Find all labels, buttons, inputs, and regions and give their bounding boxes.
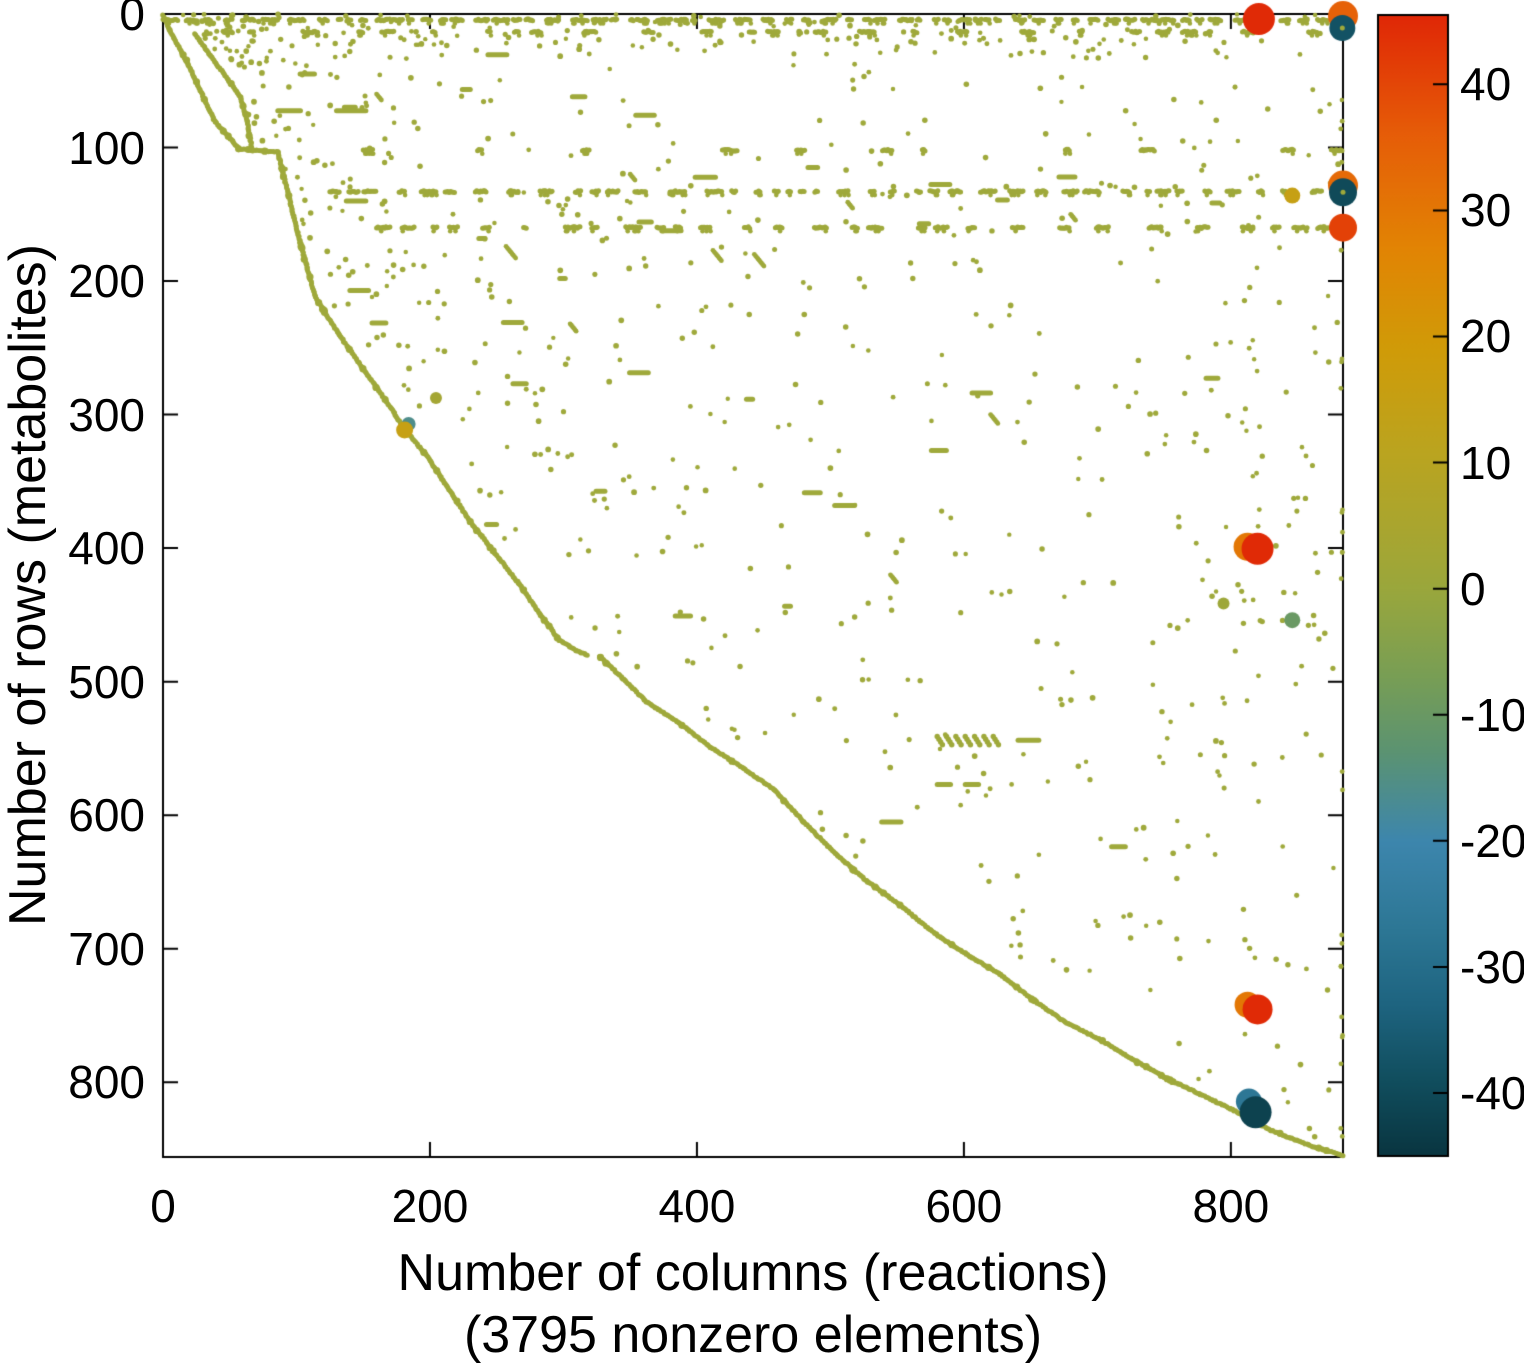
y-tick-label: 0 — [119, 0, 145, 40]
y-tick-label: 400 — [68, 522, 145, 575]
colorbar-tick-label: 0 — [1460, 562, 1486, 615]
colorbar-tick-label: 40 — [1460, 58, 1512, 111]
colorbar-tick-label: 20 — [1460, 310, 1512, 363]
y-tick-label: 600 — [68, 789, 145, 842]
x-tick-label: 800 — [1192, 1180, 1270, 1232]
y-tick-label: 300 — [68, 388, 145, 441]
y-axis-title: Number of rows (metabolites) — [0, 244, 57, 926]
x-axis-title: Number of columns (reactions) — [397, 1244, 1109, 1302]
colorbar-tick-label: -20 — [1460, 814, 1524, 867]
y-tick-label: 700 — [68, 922, 145, 975]
y-tick-label: 500 — [68, 655, 145, 708]
x-tick-label: 200 — [391, 1180, 469, 1232]
colorbar-tick-label: -10 — [1460, 688, 1524, 741]
colorbar-tick-label: 10 — [1460, 436, 1512, 489]
x-tick-label: 600 — [925, 1180, 1003, 1232]
y-tick-label: 200 — [68, 255, 145, 308]
y-tick-label: 100 — [68, 121, 145, 174]
x-tick-label: 400 — [658, 1180, 736, 1232]
colorbar-tick-label: -40 — [1460, 1066, 1524, 1119]
y-tick-label: 800 — [68, 1056, 145, 1109]
x-tick-label: 0 — [150, 1180, 176, 1232]
x-axis-subtitle: (3795 nonzero elements) — [463, 1306, 1043, 1364]
colorbar-tick-label: 30 — [1460, 184, 1512, 237]
colorbar-tick-label: -30 — [1460, 940, 1524, 993]
